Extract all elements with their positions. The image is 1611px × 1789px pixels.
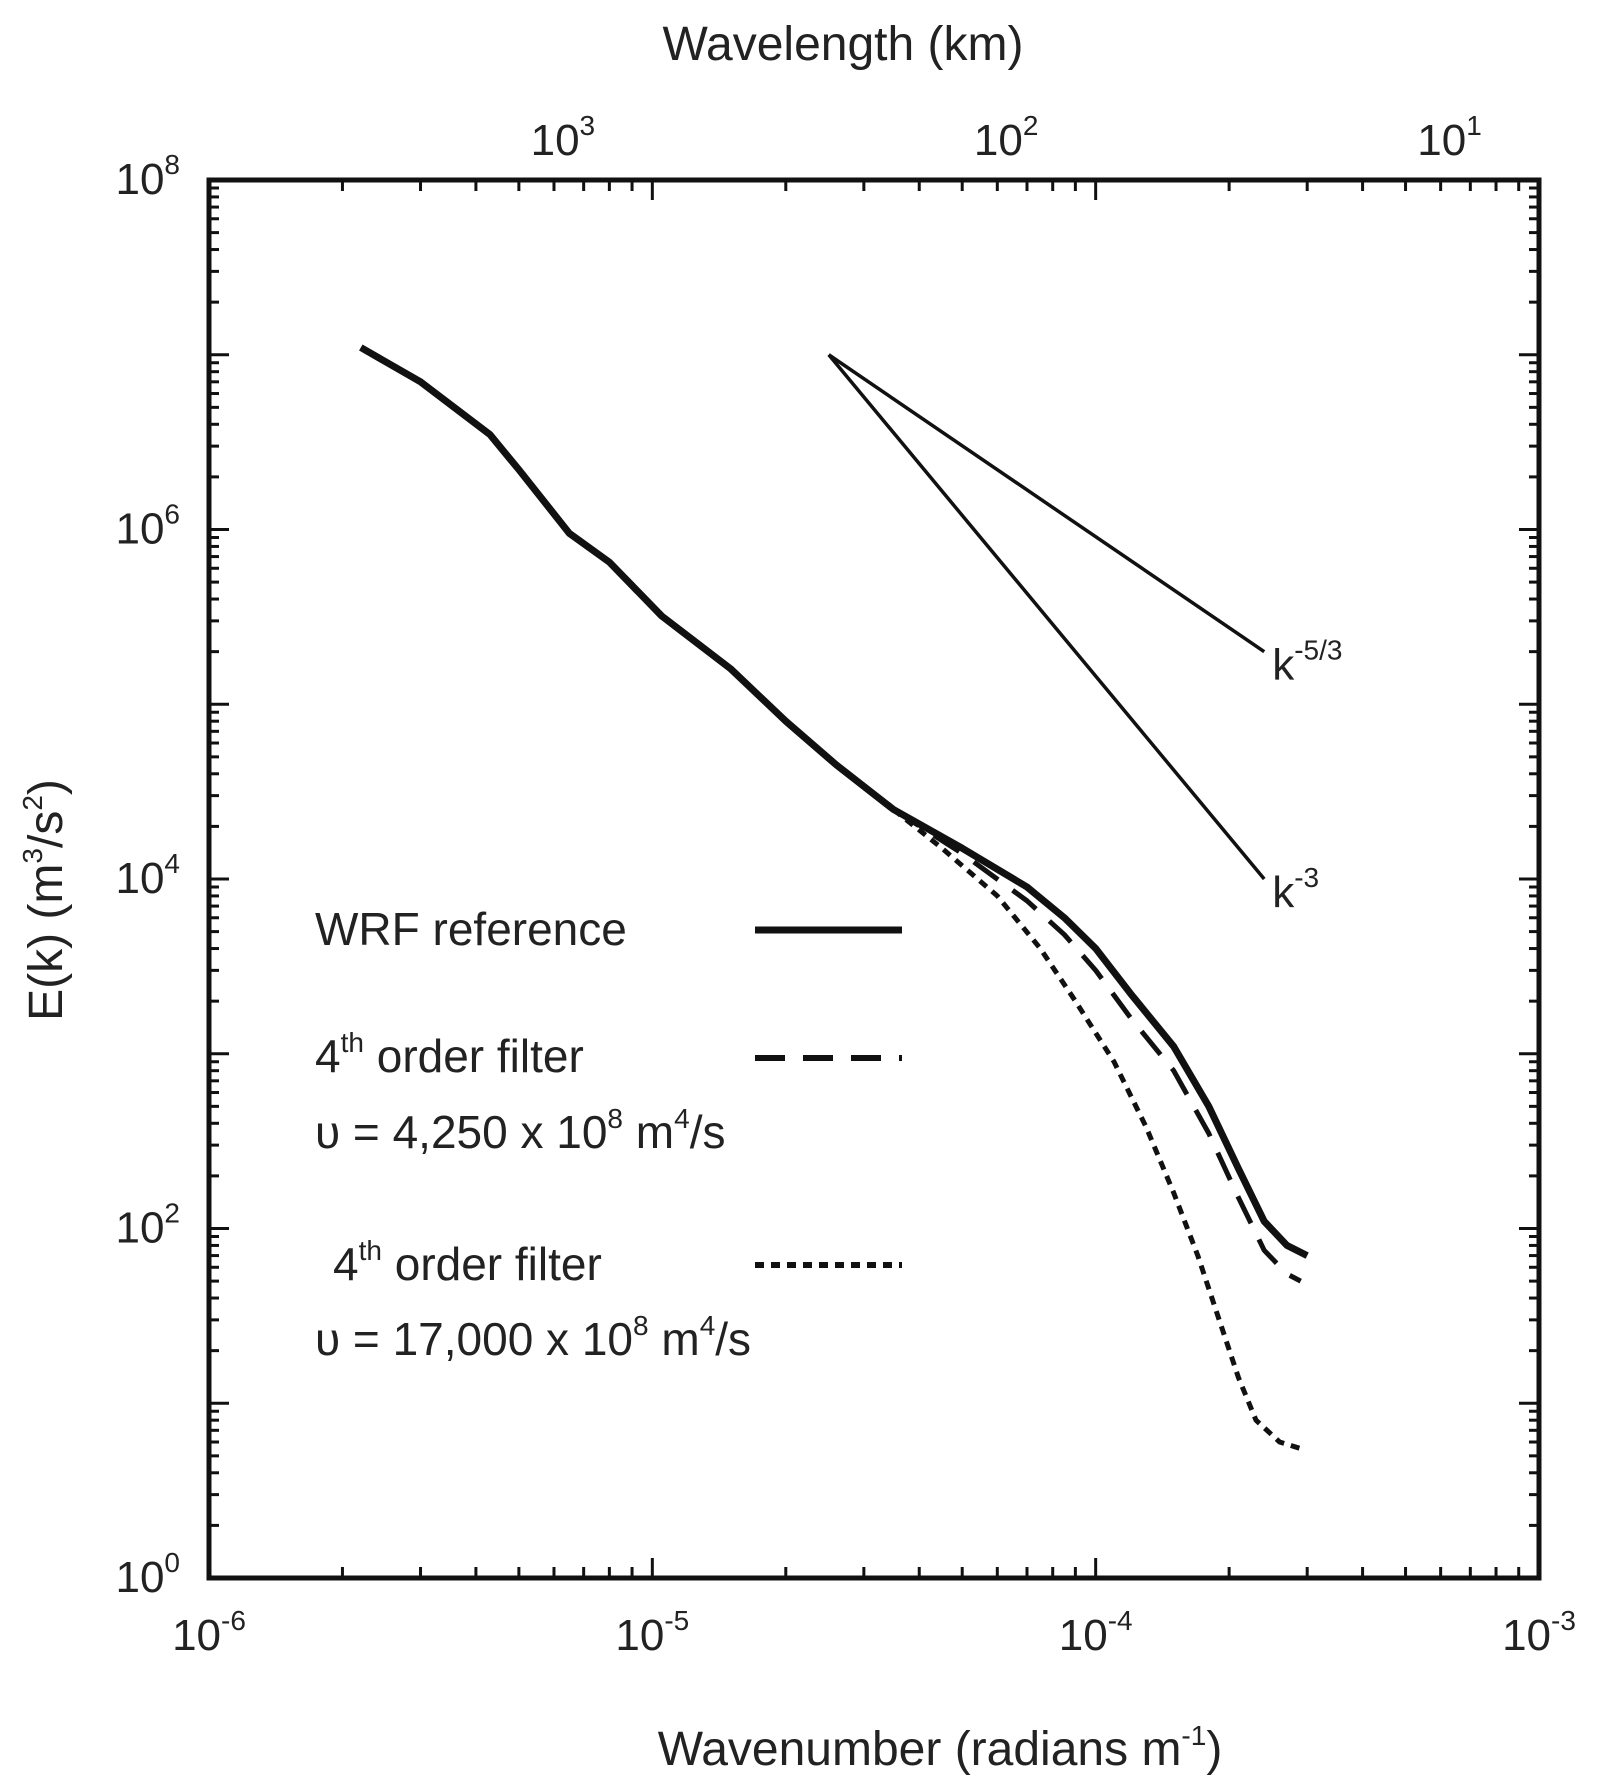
legend-label-3: 4th order filter (333, 1235, 602, 1290)
x-tick-label: 10-3 (1502, 1605, 1576, 1660)
top-tick-label: 103 (531, 110, 596, 165)
legend: WRF reference 4th order filter υ = 4,250 x… (315, 903, 902, 1365)
slope-label-2: k-3 (1272, 862, 1319, 917)
reference-slopes: k-5/3 k-3 (827, 353, 1342, 917)
top-tick-label: 102 (974, 110, 1039, 165)
legend-param-2: υ = 4,250 x 108 m4/s (315, 1103, 725, 1158)
series-line-1 (359, 344, 1309, 1259)
series-line-3 (891, 807, 1302, 1451)
top-tick-label: 101 (1417, 110, 1482, 165)
x-axis-title: Wavenumber (radians m-1) (658, 1720, 1223, 1776)
y-tick-label: 106 (115, 499, 180, 554)
y-tick-label: 104 (115, 848, 180, 903)
tick-labels: 10-6 10-5 10-4 10-3 100 102 104 106 108 103 102 101 (115, 110, 1575, 1660)
slope-line-2 (827, 353, 1266, 881)
slope-label-1: k-5/3 (1272, 635, 1342, 690)
y-axis-title: E(k) (m3/s2) (17, 779, 73, 1021)
slope-line-1 (827, 353, 1266, 654)
legend-label-2: 4th order filter (315, 1027, 584, 1082)
y-tick-label: 108 (115, 149, 180, 204)
data-series (359, 344, 1309, 1451)
legend-label-1: WRF reference (315, 903, 627, 955)
y-tick-label: 100 (115, 1547, 180, 1602)
x-tick-label: 10-6 (172, 1605, 246, 1660)
x-tick-label: 10-4 (1059, 1605, 1133, 1660)
x-tick-label: 10-5 (615, 1605, 689, 1660)
top-axis-title: Wavelength (km) (663, 18, 1024, 71)
y-tick-label: 102 (115, 1198, 180, 1253)
series-line-2 (892, 807, 1302, 1284)
legend-param-3: υ = 17,000 x 108 m4/s (315, 1310, 751, 1365)
axis-ticks (207, 180, 1539, 1580)
plot-frame (206, 177, 1542, 1581)
